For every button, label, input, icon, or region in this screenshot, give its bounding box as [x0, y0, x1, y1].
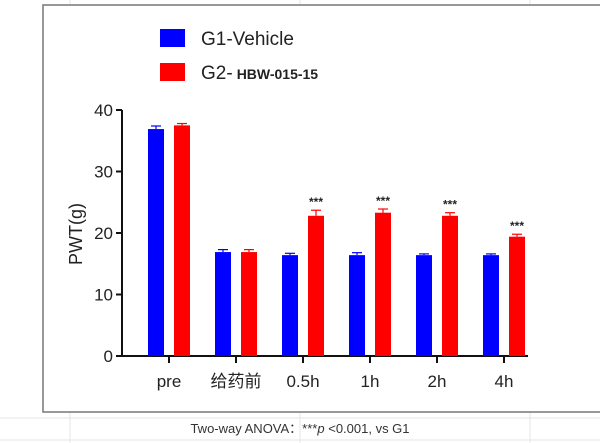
significance-marker: ***: [376, 194, 390, 208]
y-tick-label: 20: [94, 224, 113, 243]
bar-g2: [308, 215, 324, 356]
legend-swatch-g2: [160, 63, 185, 81]
legend-label-g1: G1-Vehicle: [201, 29, 294, 50]
bar-g2: [174, 125, 190, 356]
bar-g1: [483, 255, 499, 356]
bar-g1: [416, 255, 432, 356]
bar-g2: [442, 215, 458, 356]
significance-marker: ***: [309, 195, 323, 209]
bar-g1: [349, 255, 365, 356]
significance-marker: ***: [510, 219, 524, 233]
caption-post: <0.001, vs G1: [325, 421, 410, 436]
legend-label-g2: G2- HBW-015-15: [201, 63, 318, 84]
legend-label-g2-suffix: HBW-015-15: [237, 66, 319, 82]
x-tick-label: 4h: [495, 372, 514, 391]
caption: Two-way ANOVA：***p <0.001, vs G1: [190, 421, 409, 436]
caption-p: p: [316, 421, 324, 436]
legend: G1-Vehicle G2- HBW-015-15: [160, 29, 318, 84]
plot-area: 0 10 20 30 40 pre 给药前 0.5h *** 1h *** 2h *** 4h ***: [94, 101, 528, 391]
significance-marker: ***: [443, 198, 457, 212]
bar-g1: [148, 129, 164, 356]
bar-g1: [282, 255, 298, 356]
bar-g2: [509, 236, 525, 356]
legend-swatch-g1: [160, 29, 185, 47]
x-tick-label: pre: [157, 372, 182, 391]
caption-pre: Two-way ANOVA：***: [190, 421, 317, 436]
bar-g1: [215, 252, 231, 356]
y-tick-label: 10: [94, 286, 113, 305]
y-axis-label: PWT(g): [66, 203, 86, 265]
x-tick-label: 给药前: [211, 372, 262, 391]
y-tick-label: 40: [94, 101, 113, 120]
x-tick-label: 2h: [428, 372, 447, 391]
y-tick-label: 30: [94, 163, 113, 182]
y-tick-label: 0: [104, 347, 113, 366]
bar-g2: [241, 252, 257, 356]
legend-label-g2-prefix: G2-: [201, 63, 233, 84]
x-tick-label: 1h: [361, 372, 380, 391]
x-tick-label: 0.5h: [286, 372, 319, 391]
bar-g2: [375, 212, 391, 356]
